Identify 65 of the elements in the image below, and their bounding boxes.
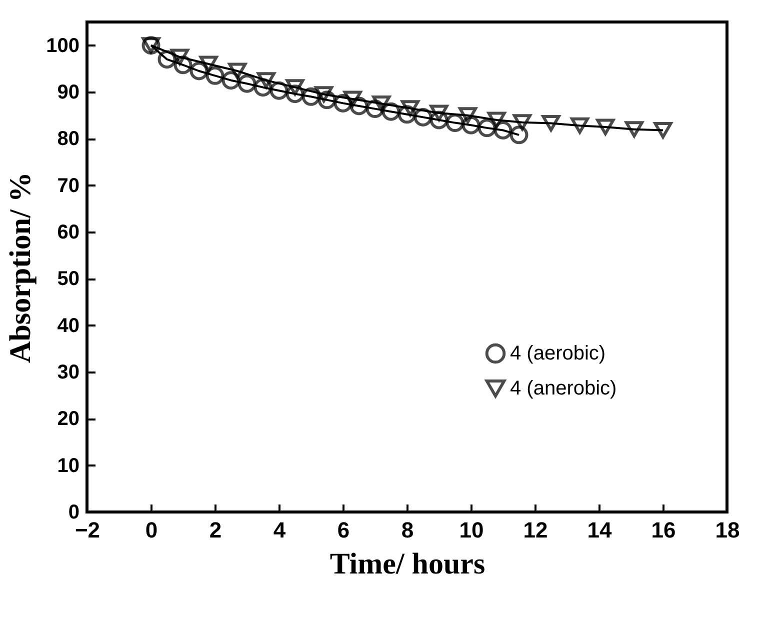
point (314, 86, 334, 103)
y-tick-label: 60 (57, 222, 80, 244)
point (302, 87, 320, 106)
x-tick-label: 16 (651, 518, 676, 542)
point (174, 56, 192, 74)
x-tick-label: 2 (209, 518, 222, 542)
point (596, 118, 615, 136)
legend-label: 4 (anerobic) (510, 378, 617, 400)
point (318, 90, 336, 110)
point (372, 95, 391, 112)
point (206, 66, 224, 85)
point (414, 108, 432, 126)
y-tick-label: 100 (46, 34, 80, 57)
point (510, 126, 528, 144)
point (430, 110, 448, 130)
x-tick-label: 18 (715, 518, 740, 542)
x-axis-title: Time/ hours (330, 548, 486, 580)
point (570, 117, 590, 134)
y-axis-title: Absorption/ % (4, 172, 38, 363)
point (334, 94, 352, 112)
y-tick-label: 30 (57, 362, 80, 384)
point (170, 48, 190, 66)
point (254, 78, 272, 97)
point (512, 114, 532, 131)
x-tick-label: 10 (459, 518, 484, 542)
point (350, 96, 368, 116)
point (270, 81, 288, 100)
point (654, 122, 672, 138)
x-tick-label: 8 (401, 518, 414, 542)
point (487, 112, 506, 128)
point (190, 62, 208, 80)
y-tick-label: 90 (57, 82, 80, 104)
x-tick-label: 14 (587, 518, 612, 542)
legend-label: 4 (aerobic) (510, 342, 606, 364)
point (343, 90, 362, 108)
x-tick-label: 4 (273, 518, 286, 542)
x-tick-label: 0 (145, 518, 158, 542)
y-tick-label: 70 (57, 174, 80, 197)
y-tick-label: 80 (57, 128, 80, 150)
point (286, 84, 304, 104)
point (624, 121, 644, 138)
point (494, 121, 512, 140)
y-tick-label: 40 (57, 314, 80, 337)
point (462, 116, 480, 134)
point (158, 50, 176, 69)
point (400, 100, 420, 117)
x-tick-label: 6 (337, 518, 350, 542)
point (542, 115, 560, 132)
point (238, 74, 256, 93)
point (430, 104, 448, 122)
point (398, 105, 416, 124)
y-tick-label: 10 (57, 454, 80, 477)
point (446, 114, 464, 132)
point (199, 56, 218, 72)
point (366, 100, 384, 118)
point (478, 118, 496, 138)
point (286, 79, 304, 96)
point (222, 71, 240, 90)
point (256, 72, 276, 89)
x-tick-label: 12 (523, 518, 548, 542)
y-tick-label: 20 (57, 408, 80, 430)
y-tick-label: 50 (57, 268, 80, 290)
point (382, 102, 400, 121)
point (458, 107, 478, 124)
point (228, 62, 247, 80)
